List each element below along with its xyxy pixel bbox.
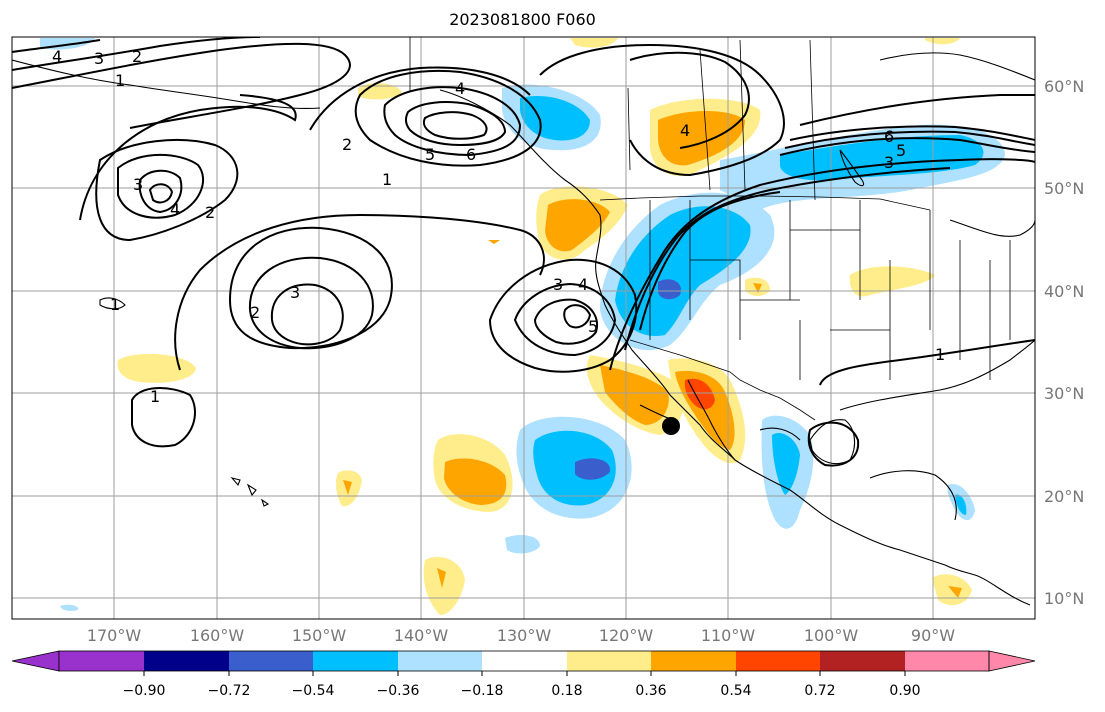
contour-label: 4 — [578, 275, 588, 294]
colorbar-high-extension — [988, 650, 1036, 672]
contour-label: 5 — [425, 145, 435, 164]
colorbar-bin — [736, 651, 820, 671]
lon-label: 150°W — [291, 626, 347, 645]
contour-label: 2 — [132, 47, 142, 66]
colorbar-label: 0.90 — [889, 683, 921, 699]
negative-anomaly-fills — [40, 38, 1005, 611]
contour-lines — [12, 37, 1035, 467]
contour-label: 6 — [884, 127, 894, 146]
lon-label: 100°W — [803, 626, 859, 645]
location-marker — [662, 417, 680, 435]
colorbar-label: −0.36 — [376, 683, 420, 699]
lon-label: 120°W — [598, 626, 654, 645]
colorbar-bin — [313, 651, 398, 671]
lat-label: 60°N — [1044, 77, 1085, 96]
lon-label: 160°W — [189, 626, 245, 645]
colorbar-bin — [820, 651, 905, 671]
lat-label: 40°N — [1044, 282, 1085, 301]
colorbar-bin — [651, 651, 736, 671]
lon-label: 90°W — [910, 626, 956, 645]
colorbar-bin — [905, 651, 989, 671]
lat-label: 30°N — [1044, 384, 1085, 403]
contour-label: 2 — [250, 303, 260, 322]
contour-label: 1 — [935, 345, 945, 364]
colorbar-bin — [482, 651, 567, 671]
contour-label: 1 — [110, 295, 120, 314]
colorbar-bin — [398, 651, 482, 671]
map-title: 2023081800 F060 — [449, 10, 596, 29]
lon-label: 140°W — [393, 626, 449, 645]
colorbar-bin — [567, 651, 651, 671]
colorbar-label: 0.54 — [720, 683, 752, 699]
contour-label: 1 — [382, 170, 392, 189]
contour-label: 3 — [133, 175, 143, 194]
contour-label: 1 — [115, 71, 125, 90]
colorbar-low-extension — [11, 650, 60, 672]
lon-label: 130°W — [496, 626, 552, 645]
colorbar-label: 0.36 — [635, 683, 667, 699]
contour-label: 2 — [205, 203, 215, 222]
contour-label: 5 — [588, 317, 598, 336]
contour-label: 6 — [466, 145, 476, 164]
lat-label: 50°N — [1044, 179, 1085, 198]
lon-label: 110°W — [700, 626, 756, 645]
contour-label: 4 — [680, 121, 690, 140]
contour-label: 2 — [342, 135, 352, 154]
colorbar-bin — [59, 651, 144, 671]
coastlines — [12, 52, 1035, 606]
colorbar-label: −0.54 — [291, 683, 335, 699]
contour-label: 3 — [553, 275, 563, 294]
lon-label: 170°W — [86, 626, 142, 645]
contour-label: 3 — [290, 283, 300, 302]
colorbar-label: 0.18 — [551, 683, 583, 699]
map-frame — [11, 36, 1036, 620]
political-boundaries — [409, 37, 1011, 421]
colorbar-label: −0.90 — [122, 683, 166, 699]
contour-label: 3 — [94, 49, 104, 68]
contour-label: 4 — [455, 79, 465, 98]
contour-label: 4 — [170, 200, 180, 219]
positive-anomaly-fills — [117, 38, 972, 615]
gridlines — [12, 37, 1035, 619]
lat-label: 20°N — [1044, 487, 1085, 506]
colorbar — [11, 650, 1036, 676]
contour-labels: 4 3 2 1 4 5 6 2 1 3 4 2 2 3 1 4 3 4 5 6 … — [52, 47, 945, 406]
contour-label: 5 — [896, 141, 906, 160]
colorbar-bin — [144, 651, 229, 671]
lat-label: 10°N — [1044, 589, 1085, 608]
contour-label: 1 — [150, 387, 160, 406]
contour-label: 3 — [884, 153, 894, 172]
colorbar-bin — [229, 651, 313, 671]
colorbar-label: −0.72 — [207, 683, 251, 699]
colorbar-label: −0.18 — [460, 683, 504, 699]
colorbar-label: 0.72 — [804, 683, 836, 699]
contour-label: 4 — [52, 47, 62, 66]
